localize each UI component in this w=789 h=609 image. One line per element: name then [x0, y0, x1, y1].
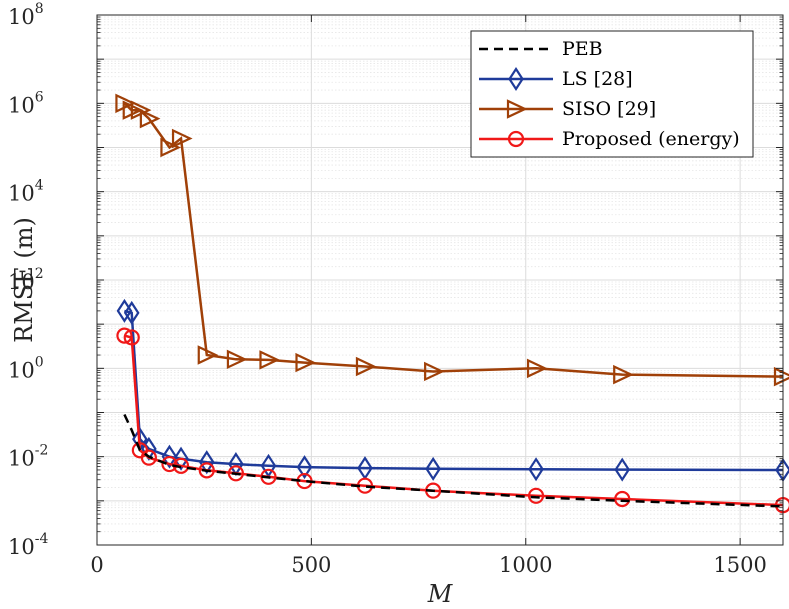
y-tick-label: 100: [8, 354, 44, 382]
y-tick-label: 104: [8, 178, 44, 206]
legend-item: Proposed (energy): [479, 128, 740, 150]
triangle-marker: [295, 352, 317, 373]
circle-marker: [527, 487, 545, 504]
circle-marker: [614, 490, 631, 508]
triangle-marker: [506, 99, 528, 119]
y-tick-label: 108: [8, 1, 44, 29]
diamond-marker: [173, 446, 189, 471]
diamond-marker: [614, 457, 631, 482]
y-tick-label: 106: [8, 89, 44, 117]
legend-box: [470, 30, 754, 158]
circle-marker: [116, 327, 133, 344]
circle-marker: [507, 130, 525, 148]
y-tick-label: 10-4: [8, 531, 48, 559]
x-tick-label: 0: [90, 553, 103, 577]
circle-marker: [227, 465, 245, 482]
legend-item: LS [28]: [479, 66, 633, 92]
series-siso-29: [115, 93, 789, 387]
legend-item: PEB: [479, 38, 603, 60]
y-tick-label: 102: [8, 266, 44, 294]
y-tick-label: 10-2: [8, 443, 48, 471]
triangle-marker: [226, 349, 248, 370]
diamond-marker: [425, 456, 441, 481]
diamond-marker: [161, 444, 178, 469]
circle-marker: [123, 329, 140, 346]
triangle-marker: [160, 137, 182, 158]
series-line: [123, 413, 784, 508]
legend-label: PEB: [562, 38, 603, 60]
x-tick-label: 1500: [713, 553, 766, 577]
legend-label: Proposed (energy): [562, 128, 740, 150]
x-tick-label: 1000: [499, 553, 552, 577]
triangle-marker: [259, 350, 281, 370]
series-peb: [123, 413, 784, 508]
circle-marker: [161, 455, 178, 473]
triangle-marker: [424, 361, 445, 382]
series-line: [124, 309, 784, 472]
triangle-marker: [139, 108, 161, 129]
legend: PEB LS [28] SISO [29] Proposed (energy): [470, 30, 754, 158]
triangle-marker: [613, 364, 634, 385]
triangle-marker: [115, 93, 137, 114]
circle-marker: [140, 449, 157, 466]
diamond-marker: [508, 66, 524, 92]
legend-label: LS [28]: [562, 68, 633, 90]
triangle-marker: [526, 358, 548, 379]
x-axis-label: M: [427, 580, 454, 608]
triangle-marker: [171, 128, 193, 149]
diamond-marker: [123, 300, 140, 325]
triangle-marker: [355, 356, 377, 377]
diamond-marker: [198, 450, 215, 475]
diamond-marker: [528, 457, 544, 482]
y-axis-label: RMSE (m): [10, 217, 38, 343]
legend-item: SISO [29]: [479, 98, 656, 120]
diamond-marker: [296, 455, 313, 480]
triangle-marker: [197, 345, 219, 365]
circle-marker: [198, 462, 215, 479]
legend-label: SISO [29]: [562, 98, 656, 120]
x-tick-label: 500: [291, 553, 331, 577]
